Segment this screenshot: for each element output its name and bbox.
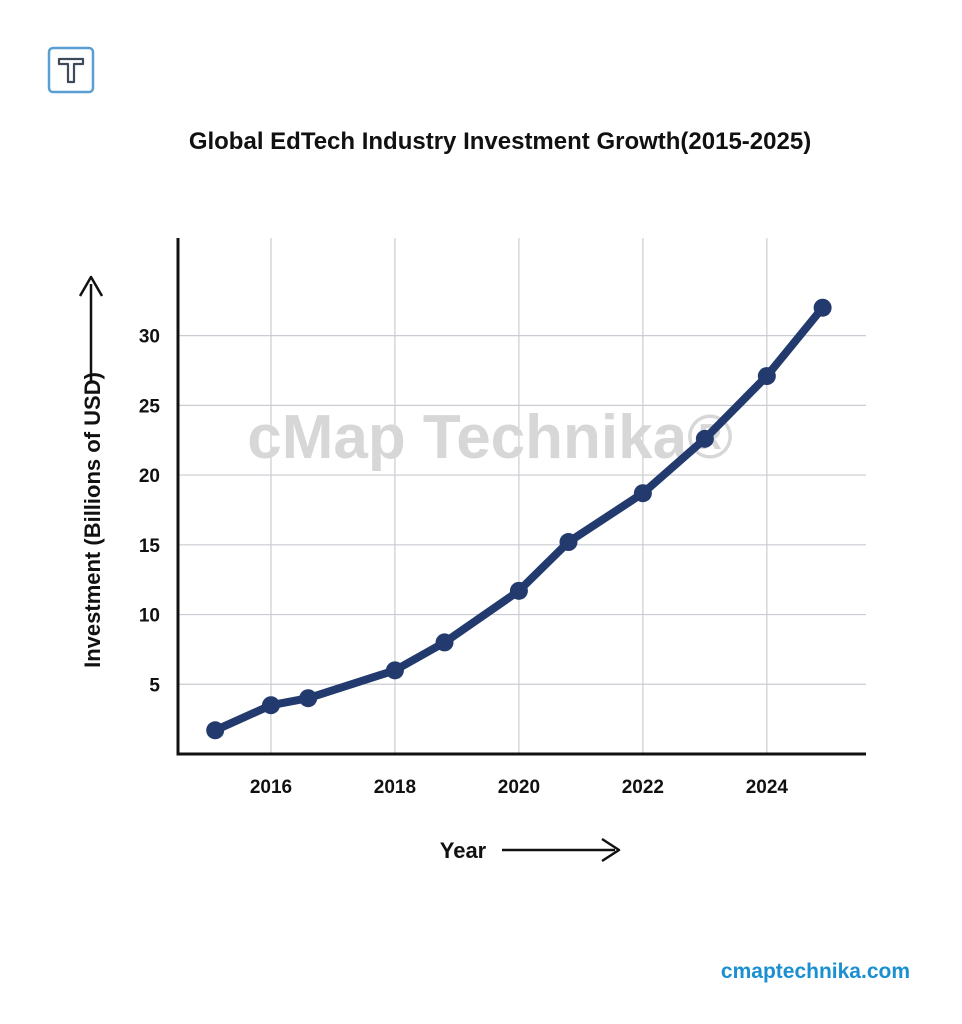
x-axis-label: Year xyxy=(440,838,487,863)
x-tick-label: 2024 xyxy=(746,777,789,798)
x-tick-label: 2022 xyxy=(622,777,664,798)
y-tick-label: 20 xyxy=(139,466,160,487)
y-axis-arrow-icon xyxy=(78,275,104,383)
site-url[interactable]: cmaptechnika.com xyxy=(720,960,910,983)
watermark-text: cMap Technika® xyxy=(247,403,733,472)
y-tick-label: 10 xyxy=(139,606,160,627)
y-tick-label: 5 xyxy=(149,675,160,696)
y-axis-label: Investment (Billions of USD) xyxy=(80,372,105,668)
axes xyxy=(176,238,866,756)
y-tick-labels: 5 10 15 20 25 30 xyxy=(139,327,161,697)
brand-logo-icon xyxy=(47,46,95,94)
y-tick-label: 25 xyxy=(139,396,161,417)
y-tick-label: 15 xyxy=(139,536,161,557)
y-tick-label: 30 xyxy=(139,327,160,348)
grid-lines xyxy=(178,238,866,754)
x-tick-label: 2016 xyxy=(250,777,292,798)
data-point xyxy=(757,367,776,386)
data-point xyxy=(261,696,280,715)
x-axis-arrow-icon xyxy=(502,837,621,863)
data-point xyxy=(813,298,832,317)
data-point xyxy=(299,689,318,708)
data-point xyxy=(695,429,714,448)
data-series xyxy=(206,298,832,740)
x-tick-labels: 2016 2018 2020 2022 2024 xyxy=(250,777,789,798)
data-point xyxy=(633,484,652,503)
data-point xyxy=(559,533,578,552)
x-tick-label: 2020 xyxy=(498,777,540,798)
data-point xyxy=(206,721,225,740)
x-tick-label: 2018 xyxy=(374,777,416,798)
data-point xyxy=(385,661,404,680)
data-point xyxy=(435,633,454,652)
data-point xyxy=(509,581,528,600)
chart-title: Global EdTech Industry Investment Growth… xyxy=(188,128,812,155)
